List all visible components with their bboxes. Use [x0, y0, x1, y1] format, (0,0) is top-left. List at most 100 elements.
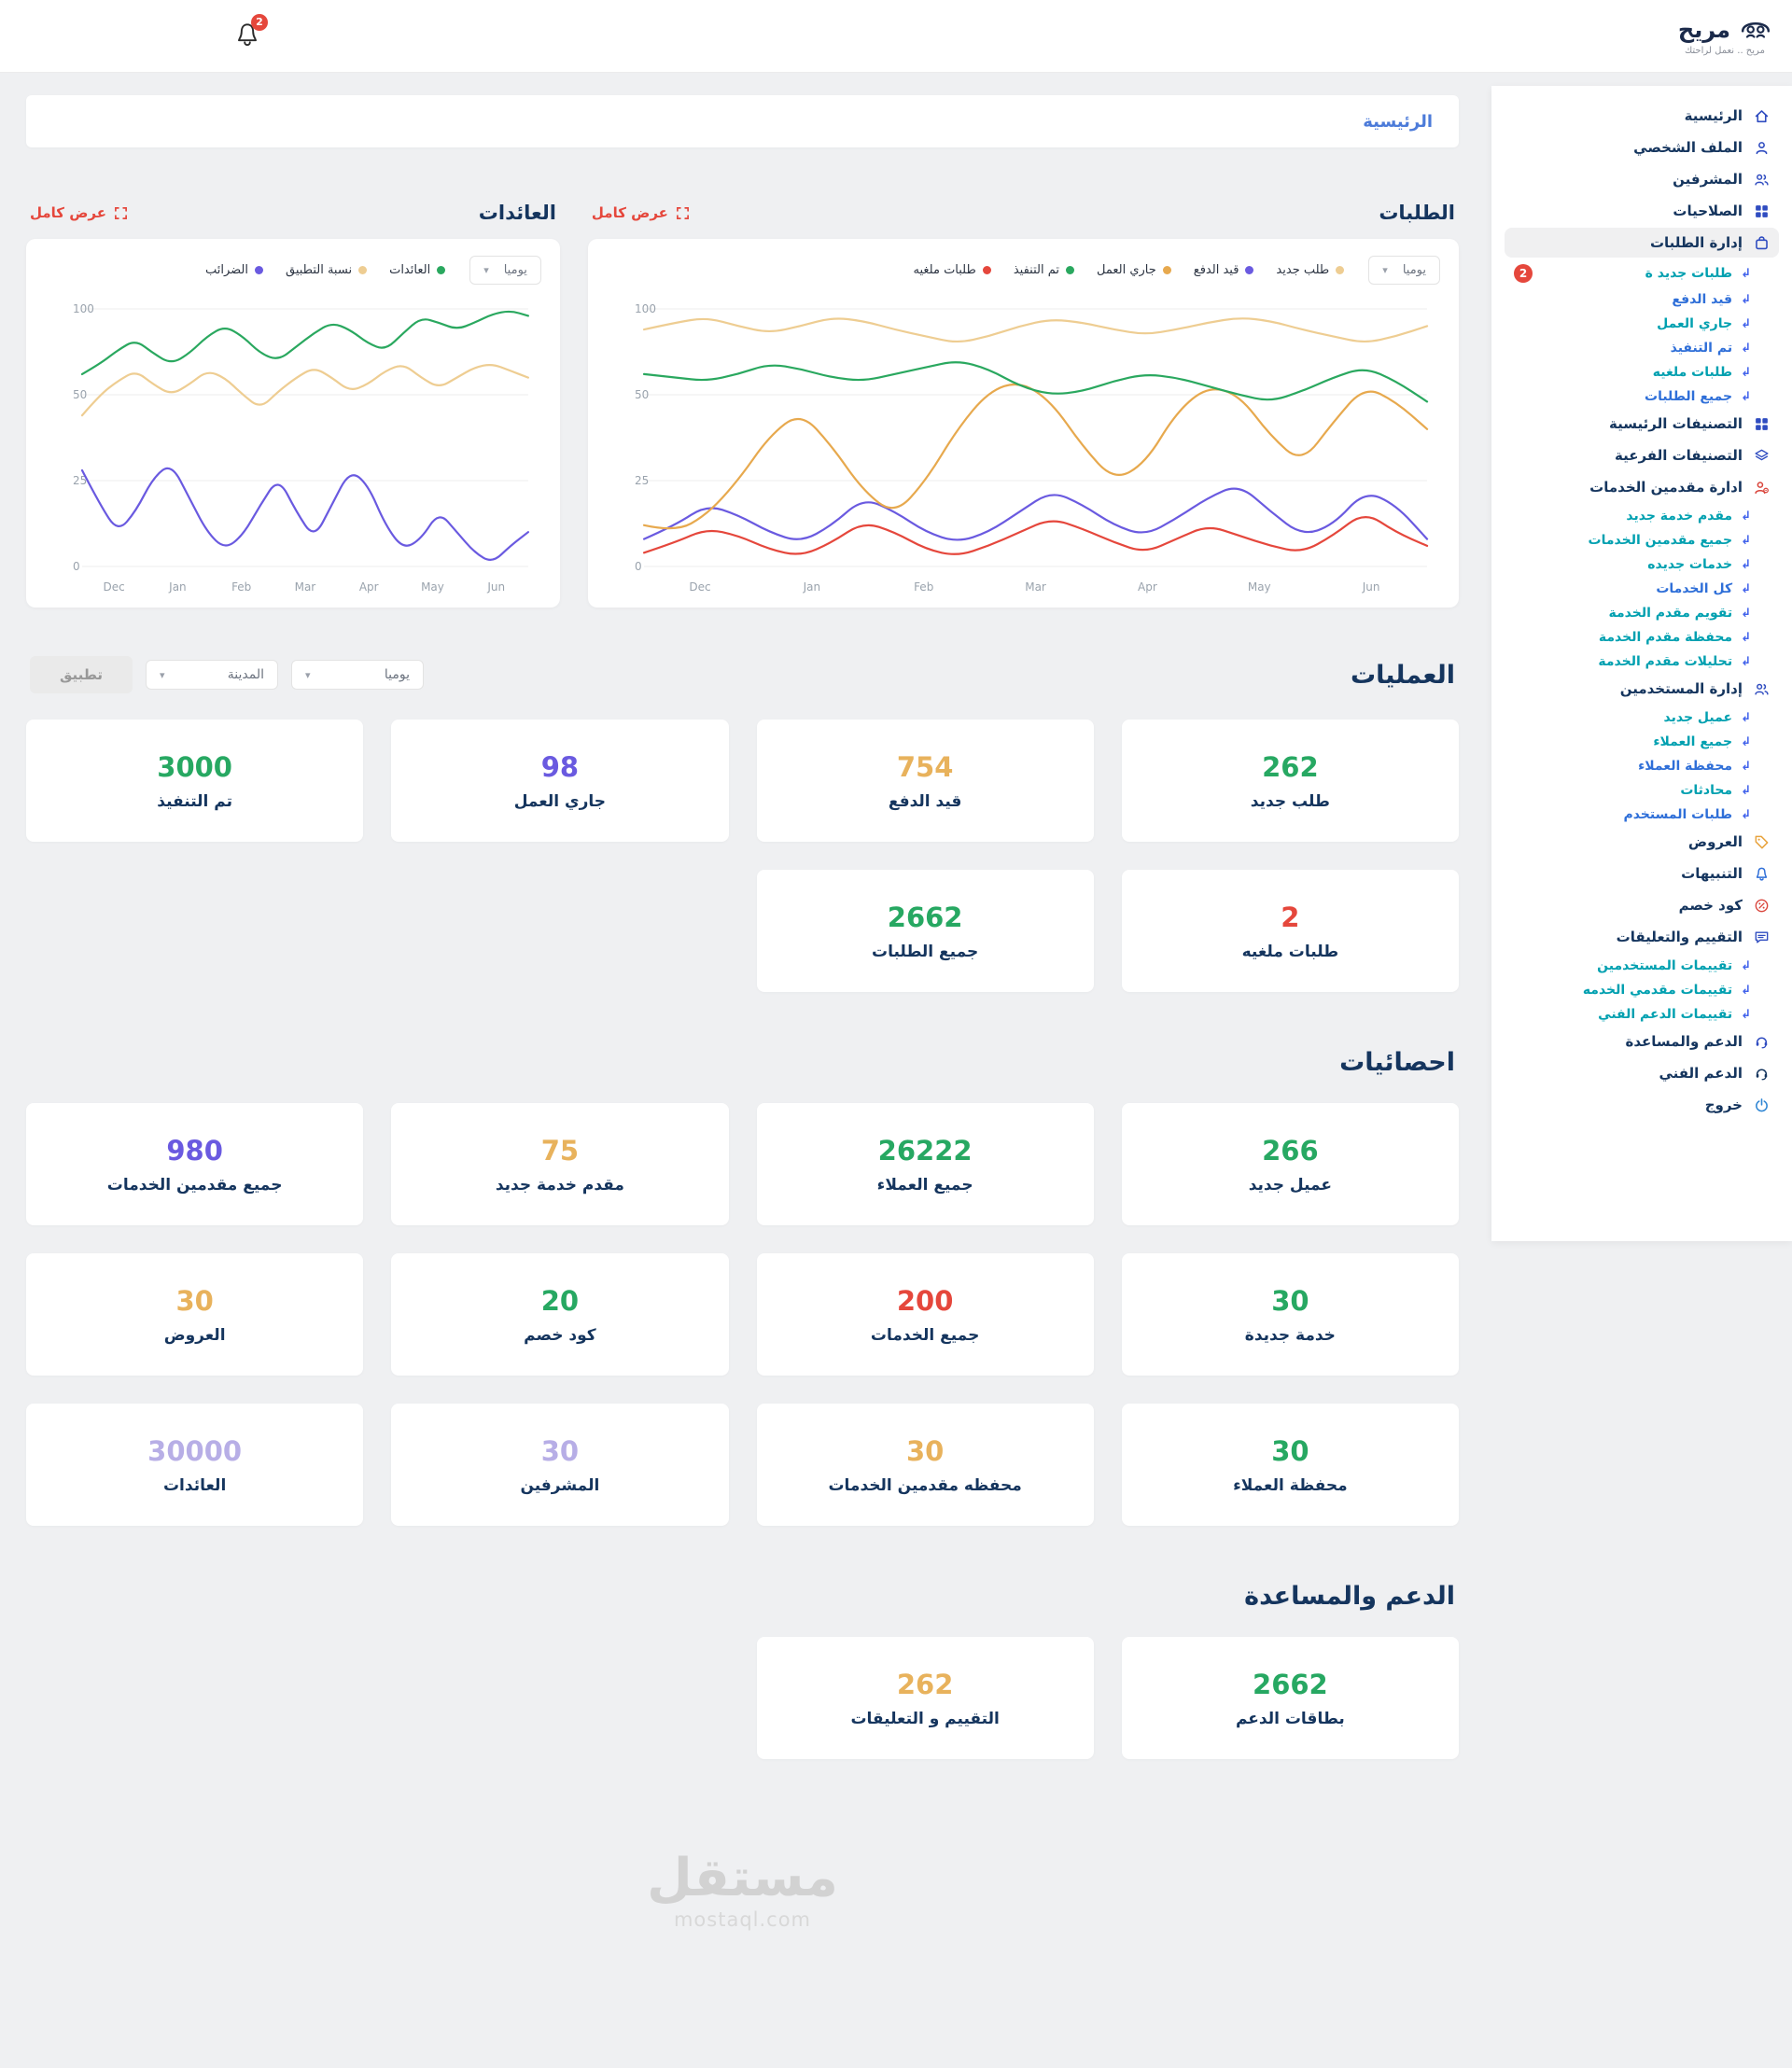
- sidebar-item-label: خروج: [1704, 1097, 1743, 1113]
- stat-card: 30 المشرفين: [391, 1404, 729, 1526]
- grid-icon: [1756, 204, 1768, 217]
- stat-value: 30: [175, 1284, 214, 1317]
- stat-label: جميع الخدمات: [870, 1325, 980, 1345]
- sidebar-item[interactable]: كود خصم: [1505, 890, 1779, 920]
- legend-item[interactable]: قيد الدفع: [1194, 263, 1254, 277]
- sidebar-subitem-label: تم التنفيذ: [1670, 341, 1733, 356]
- sidebar-item[interactable]: العروض: [1505, 827, 1779, 857]
- svg-text:0: 0: [635, 560, 642, 573]
- sidebar-item[interactable]: الملف الشخصي: [1505, 133, 1779, 162]
- stat-card: 20 كود خصم: [391, 1253, 729, 1376]
- sidebar-item-label: الملف الشخصي: [1633, 139, 1743, 156]
- legend-item[interactable]: طلب جديد: [1276, 263, 1345, 277]
- operations-cards-grid: 262 طلب جديد 754 قيد الدفع 98 جاري العمل 3000 ت…: [26, 720, 1459, 992]
- stat-card: 200 جميع الخدمات: [756, 1253, 1094, 1376]
- sidebar-item[interactable]: إدارة المستخدمين: [1505, 674, 1779, 704]
- sidebar-item-label: إدارة الطلبات: [1649, 234, 1743, 251]
- sidebar-subitem[interactable]: ↲ خدمات جديده: [1505, 552, 1779, 577]
- legend-dot: [437, 266, 446, 274]
- sidebar-item[interactable]: الصلاحيات: [1505, 196, 1779, 226]
- legend-item[interactable]: العائدات: [389, 263, 446, 277]
- revenue-period-select[interactable]: يوميا ▾: [469, 256, 541, 285]
- sidebar-subitem[interactable]: ↲ طلبات ملغيه: [1505, 360, 1779, 384]
- sidebar-item[interactable]: خروج: [1505, 1090, 1779, 1120]
- sidebar-item-label: الدعم والمساعدة: [1625, 1033, 1743, 1050]
- legend-item[interactable]: نسبة التطبيق: [285, 263, 368, 277]
- sidebar-subitem[interactable]: ↲ محفظة العملاء: [1505, 754, 1779, 778]
- support-cards-grid: 2662 بطاقات الدعم 262 التقييم و التعليقات: [26, 1637, 1459, 1759]
- sidebar-item[interactable]: الدعم والمساعدة: [1505, 1027, 1779, 1056]
- svg-text:100: 100: [635, 302, 656, 315]
- legend-item[interactable]: الضرائب: [205, 263, 263, 277]
- sidebar-subitem[interactable]: ↲ كل الخدمات: [1505, 577, 1779, 601]
- expand-icon: [676, 206, 690, 220]
- sidebar-subitem[interactable]: ↲ جميع مقدمين الخدمات: [1505, 528, 1779, 552]
- support-section-title: الدعم والمساعدة: [1244, 1582, 1455, 1611]
- stat-value: 2662: [887, 901, 963, 933]
- sidebar-item-label: الدعم الفني: [1659, 1065, 1743, 1082]
- stat-label: قيد الدفع: [888, 791, 962, 811]
- sidebar-subitem[interactable]: ↲ محادثات: [1505, 778, 1779, 803]
- sidebar-subitem[interactable]: ↲ جاري العمل: [1505, 312, 1779, 336]
- sidebar-item[interactable]: التقييم والتعليقات: [1505, 922, 1779, 952]
- sidebar-subitem[interactable]: ↲ محفظة مقدم الخدمة: [1505, 625, 1779, 650]
- legend-label: العائدات: [389, 263, 431, 277]
- period-filter-select[interactable]: يوميا ▾: [291, 660, 425, 690]
- apply-filter-button[interactable]: تطبيق: [30, 656, 133, 693]
- sidebar-subitem[interactable]: ↲ طلبات جديد ة 2: [1505, 259, 1779, 287]
- chevron-down-icon: ▾: [483, 264, 489, 276]
- sidebar-subitem[interactable]: ↲ تقييمات الدعم الفني: [1505, 1002, 1779, 1027]
- sidebar-item-label: التقييم والتعليقات: [1616, 929, 1743, 945]
- sidebar-item[interactable]: إدارة الطلبات: [1505, 228, 1779, 258]
- sidebar-item[interactable]: الدعم الفني: [1505, 1058, 1779, 1088]
- sidebar-subitem[interactable]: ↲ تقييمات مقدمي الخدمه: [1505, 978, 1779, 1002]
- sidebar-subitem[interactable]: ↲ تحليلات مقدم الخدمة: [1505, 650, 1779, 674]
- stat-value: 30000: [147, 1434, 243, 1467]
- sidebar-subitem[interactable]: ↲ تقييمات المستخدمين: [1505, 954, 1779, 978]
- sidebar-item[interactable]: التنبيهات: [1505, 859, 1779, 888]
- revenue-chart-legend: العائدات نسبة التطبيق الضرائب: [205, 263, 446, 277]
- sidebar-subitem[interactable]: ↲ قيد الدفع: [1505, 287, 1779, 312]
- legend-item[interactable]: جاري العمل: [1097, 263, 1171, 277]
- sidebar-item[interactable]: الرئيسية: [1505, 101, 1779, 131]
- stat-value: 262: [896, 1668, 954, 1700]
- legend-item[interactable]: طلبات ملغيه: [914, 263, 991, 277]
- subitem-arrow-icon: ↲: [1741, 759, 1751, 774]
- watermark: مستقل mostaql.com: [26, 1848, 1459, 1931]
- topbar: مريح مريح .. نعمل لراحتك 2: [0, 0, 1792, 73]
- operations-section: العمليات يوميا ▾ المدينة ▾ تطبيق 262 طلب …: [26, 656, 1459, 992]
- legend-item[interactable]: تم التنفيذ: [1014, 263, 1074, 277]
- sidebar-subitem-label: محفظة العملاء: [1638, 759, 1733, 774]
- subitem-arrow-icon: ↲: [1741, 365, 1751, 380]
- orders-period-select[interactable]: يوميا ▾: [1368, 256, 1440, 285]
- sidebar-subitem[interactable]: ↲ تقويم مقدم الخدمة: [1505, 601, 1779, 625]
- sidebar-item-label: التصنيفات الفرعية: [1614, 447, 1743, 464]
- orders-view-all-link[interactable]: عرض كامل: [592, 204, 690, 221]
- notifications-button[interactable]: 2: [233, 13, 268, 52]
- sidebar-item[interactable]: ادارة مقدمين الخدمات: [1505, 472, 1779, 502]
- sidebar-item[interactable]: المشرفين: [1505, 164, 1779, 194]
- subitem-arrow-icon: ↲: [1741, 630, 1751, 645]
- stat-label: جميع الطلبات: [872, 942, 979, 961]
- stat-card: 3000 تم التنفيذ: [26, 720, 364, 842]
- sidebar-subitem[interactable]: ↲ عميل جديد: [1505, 706, 1779, 730]
- power-icon: [1756, 1097, 1768, 1111]
- legend-label: نسبة التطبيق: [285, 263, 353, 277]
- legend-label: الضرائب: [204, 263, 248, 277]
- sidebar-subitem[interactable]: ↲ مقدم خدمة جديد: [1505, 504, 1779, 528]
- statistics-cards-grid: 266 عميل جديد 26222 جميع العملاء 75 مقدم خدمة…: [26, 1103, 1459, 1526]
- bag-icon: [1756, 235, 1768, 249]
- brand-name: مريح: [1677, 17, 1730, 43]
- city-filter-select[interactable]: المدينة ▾: [146, 660, 279, 690]
- sidebar-subitem[interactable]: ↲ طلبات المستخدم: [1505, 803, 1779, 827]
- revenue-view-all-link[interactable]: عرض كامل: [30, 204, 128, 221]
- sidebar-item[interactable]: التصنيفات الرئيسية: [1505, 409, 1779, 439]
- brand[interactable]: مريح مريح .. نعمل لراحتك: [1678, 16, 1771, 56]
- sidebar-subitem[interactable]: ↲ تم التنفيذ: [1505, 336, 1779, 360]
- sidebar-subitem[interactable]: ↲ جميع الطلبات: [1505, 384, 1779, 409]
- sidebar-subitem[interactable]: ↲ جميع العملاء: [1505, 730, 1779, 754]
- sidebar-subitem-label: تقويم مقدم الخدمة: [1608, 606, 1733, 621]
- svg-text:Jun: Jun: [486, 580, 505, 594]
- sidebar-item[interactable]: التصنيفات الفرعية: [1505, 440, 1779, 470]
- stat-value: 200: [896, 1284, 954, 1317]
